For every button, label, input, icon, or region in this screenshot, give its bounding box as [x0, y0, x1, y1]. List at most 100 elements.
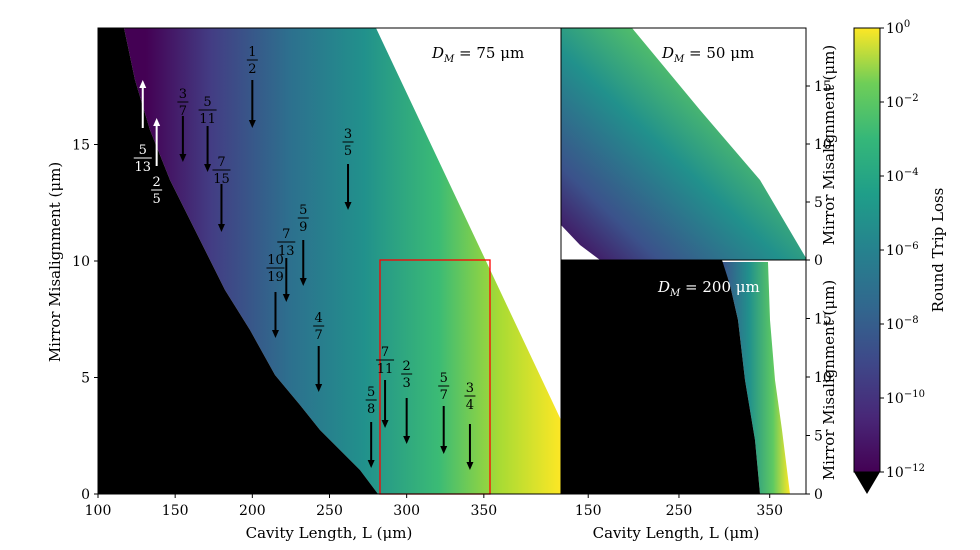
fraction-denominator: 7	[315, 328, 323, 343]
fraction-numerator: 7	[282, 227, 290, 242]
resonance-label: 713	[277, 227, 296, 302]
resonance-label: 711	[376, 345, 395, 428]
fraction-numerator: 5	[203, 95, 211, 110]
resonance-arrow	[271, 292, 279, 338]
bottom-right-y-tick-label: 10	[814, 370, 832, 386]
colorbar-tick-label: 10−8	[886, 315, 919, 333]
fraction-denominator: 13	[278, 244, 295, 259]
resonance-label: 58	[365, 385, 377, 468]
resonance-arrow	[204, 126, 212, 172]
fraction-numerator: 7	[381, 345, 389, 360]
fraction-numerator: 3	[179, 87, 187, 102]
fraction-numerator: 2	[403, 359, 411, 374]
resonance-label: 25	[151, 118, 163, 207]
resonance-label: 59	[297, 203, 309, 286]
top-right-dm-annotation: DM = 50 μm	[661, 44, 754, 65]
colorbar: 100 10−2 10−4 10−6 10−8 10−10 10−12 Round Trip…	[853, 19, 947, 494]
resonance-label: 511	[198, 95, 217, 172]
resonance-arrow	[344, 164, 352, 210]
resonance-arrow	[315, 346, 323, 392]
fraction-denominator: 9	[299, 220, 307, 235]
resonance-arrow	[217, 184, 225, 232]
main-y-tick-label: 5	[81, 371, 90, 387]
fraction-denominator: 5	[344, 144, 352, 159]
fraction-numerator: 2	[153, 175, 161, 190]
top-right-y-ticks: 0 5 10 15	[806, 79, 832, 269]
bottom-right-x-tick-label: 250	[666, 503, 693, 519]
bottom-right-y-ticks: 0 5 10 15	[806, 312, 832, 503]
resonance-arrow	[179, 116, 187, 162]
main-black-region	[98, 28, 378, 494]
resonance-label: 35	[342, 127, 354, 210]
colorbar-tick-label: 10−4	[886, 167, 919, 185]
bottom-right-panel: DM = 200 μm 150 250 350 0 5 10 15 Cavity Leng…	[560, 259, 838, 542]
fraction-denominator: 19	[267, 270, 284, 285]
resonance-label: 47	[313, 311, 325, 392]
fraction-numerator: 3	[344, 127, 352, 142]
resonance-label: 37	[177, 87, 189, 162]
main-x-tick-label: 100	[85, 503, 112, 519]
main-x-tick-label: 350	[470, 503, 497, 519]
main-y-ticks: 0 5 10 15	[72, 138, 98, 503]
fraction-numerator: 5	[299, 203, 307, 218]
main-dm-annotation: DM = 75 μm	[431, 44, 524, 65]
fraction-numerator: 5	[440, 371, 448, 386]
bottom-right-x-tick-label: 350	[756, 503, 783, 519]
fraction-denominator: 7	[440, 388, 448, 403]
resonance-arrow	[139, 80, 147, 128]
colorbar-gradient	[853, 27, 881, 473]
bottom-right-y-tick-label: 0	[814, 487, 823, 503]
fraction-denominator: 11	[199, 112, 216, 127]
fraction-denominator: 3	[403, 376, 411, 391]
top-right-y-tick-label: 5	[814, 195, 823, 211]
fraction-denominator: 15	[213, 172, 230, 187]
fraction-denominator: 2	[248, 62, 256, 77]
bottom-right-black-region	[561, 260, 760, 494]
main-x-ticks: 100 150 200 250 300 350	[85, 494, 497, 519]
resonance-arrow	[367, 422, 375, 468]
bottom-right-x-label: Cavity Length, L (μm)	[593, 524, 760, 542]
main-x-tick-label: 150	[162, 503, 189, 519]
main-heatmap-region	[124, 28, 561, 494]
top-right-panel: DM = 50 μm 0 5 10 15 Mirror Misalignment (μ…	[560, 27, 838, 269]
resonance-label: 57	[438, 371, 450, 454]
resonance-arrow	[282, 258, 290, 302]
resonance-arrow	[440, 406, 448, 454]
fraction-denominator: 5	[153, 192, 161, 207]
main-y-label: Mirror Misalignment (μm)	[46, 162, 64, 362]
fraction-denominator: 11	[377, 362, 394, 377]
resonance-arrow	[403, 398, 411, 444]
colorbar-tick-label: 10−12	[886, 463, 925, 481]
top-right-y-label: Mirror Misalignment (μm)	[820, 45, 838, 245]
fraction-numerator: 5	[367, 385, 375, 400]
main-y-tick-label: 0	[81, 487, 90, 503]
fraction-numerator: 4	[315, 311, 323, 326]
resonance-arrow	[248, 80, 256, 128]
bottom-right-y-tick-label: 15	[814, 312, 832, 328]
colorbar-tick-label: 10−10	[886, 389, 925, 407]
main-y-tick-label: 10	[72, 254, 90, 270]
main-x-label: Cavity Length, L (μm)	[246, 524, 413, 542]
fraction-denominator: 7	[179, 104, 187, 119]
fraction-numerator: 3	[466, 381, 474, 396]
colorbar-tick-label: 10−6	[886, 241, 919, 259]
resonance-arrow	[466, 424, 474, 470]
bottom-right-heatmap-region	[722, 262, 790, 494]
resonance-label: 715	[212, 155, 231, 232]
top-right-y-tick-label: 0	[814, 253, 823, 269]
top-right-y-tick-label: 15	[814, 79, 832, 95]
main-y-tick-label: 15	[72, 138, 90, 154]
resonance-arrow	[153, 118, 161, 166]
resonance-label: 23	[401, 359, 413, 444]
fraction-denominator: 13	[134, 160, 151, 175]
resonance-label: 34	[464, 381, 476, 470]
bottom-right-y-label: Mirror Misalignment (μm)	[820, 280, 838, 480]
colorbar-label: Round Trip Loss	[929, 188, 947, 313]
fraction-numerator: 5	[139, 143, 147, 158]
main-x-tick-label: 250	[316, 503, 343, 519]
bottom-right-x-ticks: 150 250 350	[575, 494, 783, 519]
